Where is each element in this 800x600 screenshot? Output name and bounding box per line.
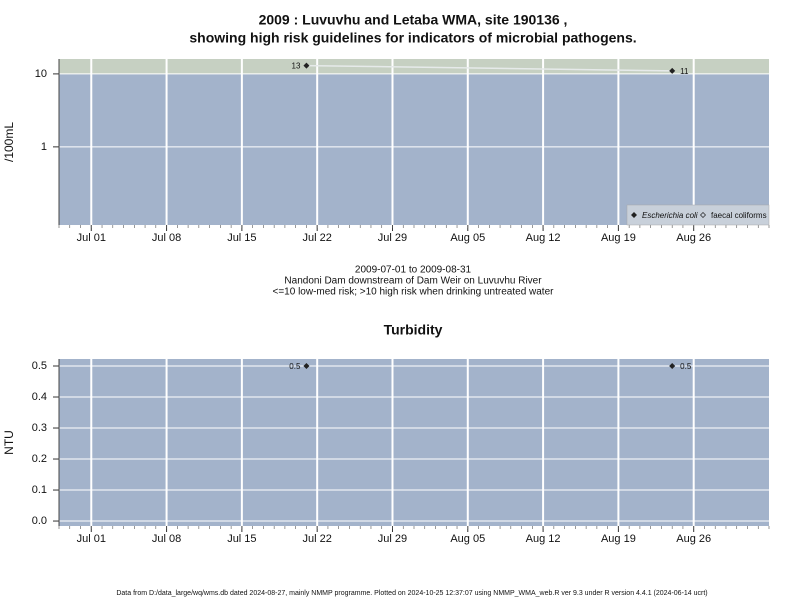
data-point — [669, 67, 676, 74]
x-tick-label: Jul 08 — [152, 232, 181, 244]
y-tick-label: 0.1 — [32, 484, 47, 496]
chart-title: Turbidity — [384, 322, 443, 338]
y-tick-label: 1 — [41, 141, 47, 153]
legend-marker — [700, 212, 706, 218]
y-axis-label: /100mL — [2, 122, 16, 162]
note: Nandoni Dam downstream of Dam Weir on Lu… — [284, 276, 542, 287]
plot-area — [59, 59, 769, 225]
y-tick-label: 0.5 — [32, 360, 47, 372]
x-tick-label: Aug 12 — [526, 232, 561, 244]
chart-subtitle: showing high risk guidelines for indicat… — [189, 30, 636, 46]
x-tick-label: Aug 26 — [676, 232, 711, 244]
x-tick-label: Jul 01 — [77, 232, 106, 244]
note: 2009-07-01 to 2009-08-31 — [355, 265, 472, 276]
legend: Escherichia coli faecal coliforms — [626, 204, 770, 226]
x-tick-label: Aug 26 — [676, 533, 711, 545]
note: <=10 low-med risk; >10 high risk when dr… — [273, 287, 555, 298]
y-tick-label: 0.0 — [32, 515, 47, 527]
x-tick-label: Jul 29 — [378, 533, 407, 545]
x-tick-label: Aug 05 — [450, 533, 485, 545]
data-label: 13 — [292, 62, 301, 71]
data-label: 0.5 — [289, 362, 301, 371]
x-tick-label: Jul 29 — [378, 232, 407, 244]
x-tick-label: Aug 19 — [601, 533, 636, 545]
x-tick-label: Aug 12 — [526, 533, 561, 545]
x-tick-label: Jul 01 — [77, 533, 106, 545]
x-tick-label: Jul 08 — [152, 533, 181, 545]
y-axis-label: NTU — [2, 430, 16, 455]
y-tick-label: 0.3 — [32, 422, 47, 434]
x-tick-label: Aug 05 — [450, 232, 485, 244]
y-tick-label: 10 — [35, 68, 47, 80]
x-tick-label: Jul 15 — [227, 232, 256, 244]
plot-area — [59, 359, 769, 526]
data-point — [669, 363, 676, 370]
legend-label: faecal coliforms — [711, 211, 767, 220]
data-label: 11 — [680, 67, 689, 76]
footer: Data from D:/data_large/wq/wms.db dated … — [116, 590, 707, 597]
x-tick-label: Jul 15 — [227, 533, 256, 545]
y-tick-label: 0.4 — [32, 391, 47, 403]
data-label: 0.5 — [680, 362, 692, 371]
x-tick-label: Aug 19 — [601, 232, 636, 244]
x-tick-label: Jul 22 — [303, 533, 332, 545]
data-point — [303, 62, 310, 69]
y-tick-label: 0.2 — [32, 453, 47, 465]
legend-label: Escherichia coli — [642, 211, 698, 220]
trend-line — [306, 64, 673, 72]
x-tick-label: Jul 22 — [303, 232, 332, 244]
legend-marker — [631, 212, 637, 218]
data-point — [303, 363, 310, 370]
legend-box — [626, 204, 770, 226]
chart-title: 2009 : Luvuvhu and Letaba WMA, site 1901… — [259, 12, 568, 28]
